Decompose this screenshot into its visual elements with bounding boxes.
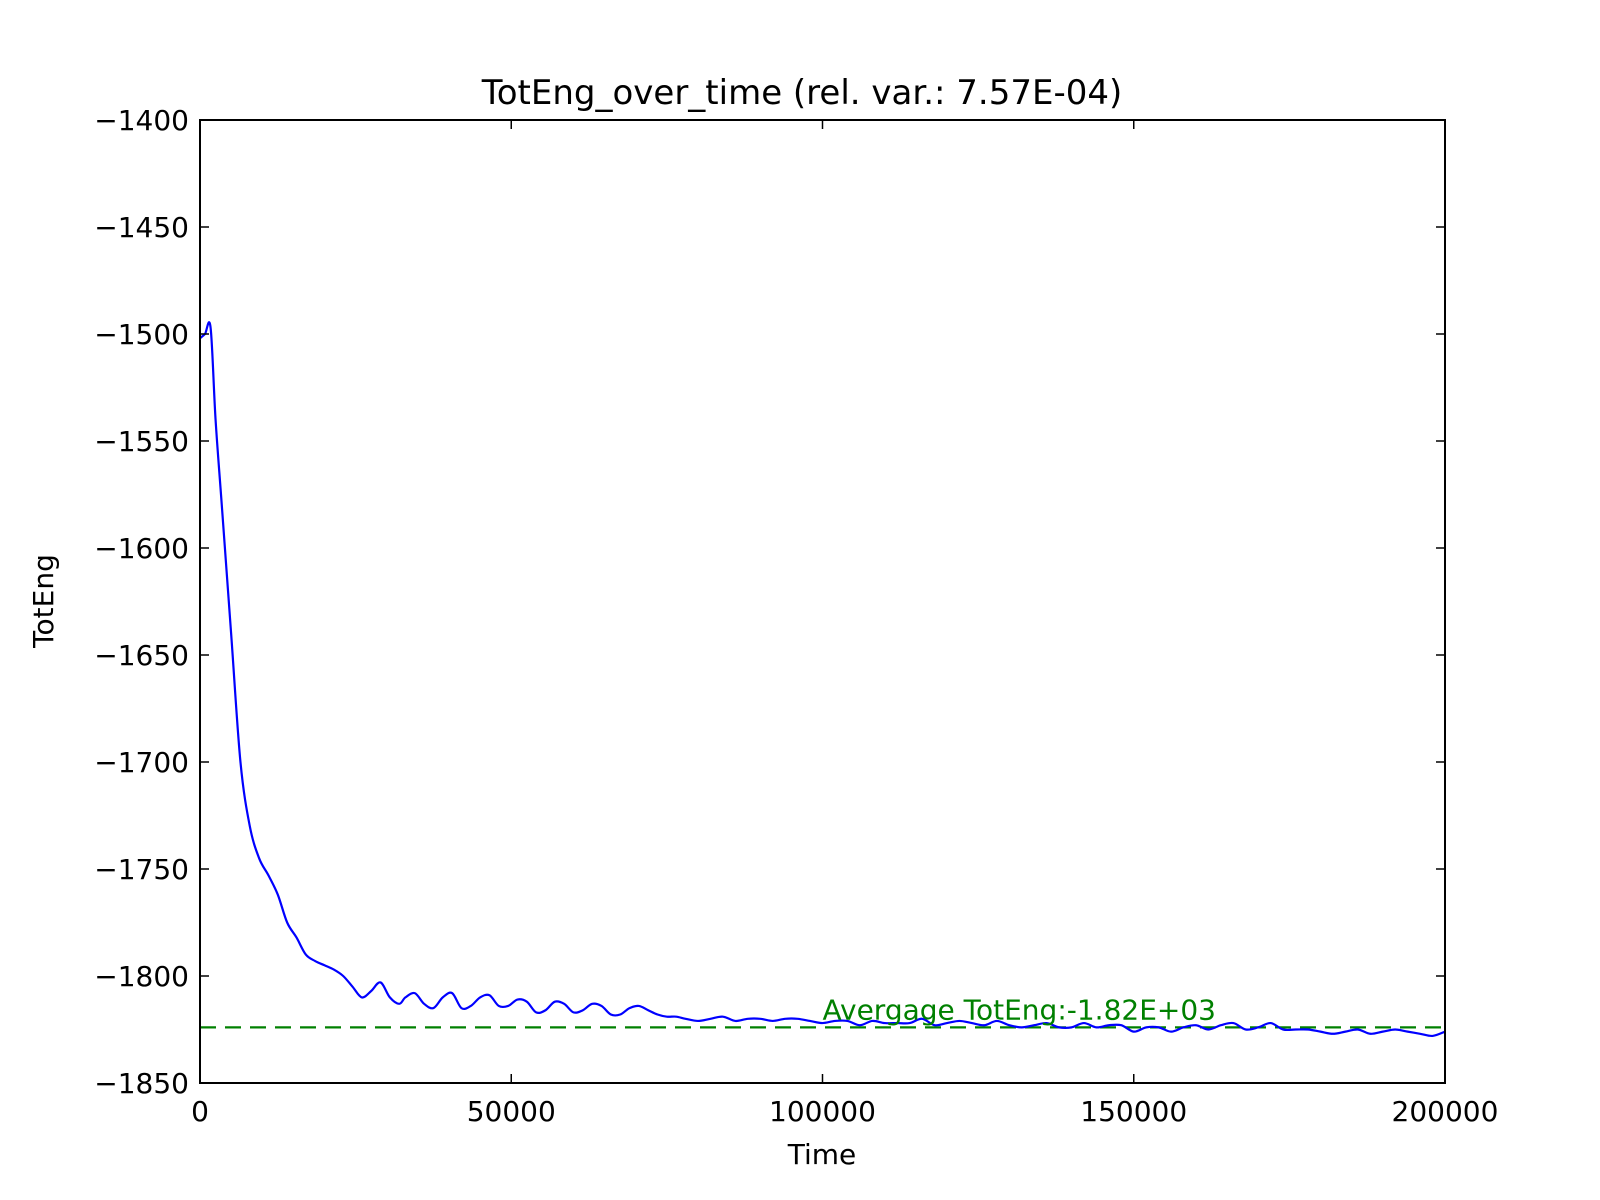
y-tick-label: −1400 — [94, 104, 189, 137]
y-tick-label: −1550 — [94, 425, 189, 458]
toteng-series-line — [200, 321, 1445, 1038]
x-tick-label: 0 — [191, 1095, 209, 1128]
y-tick-label: −1800 — [94, 960, 189, 993]
x-tick-label: 100000 — [769, 1095, 876, 1128]
chart-title: TotEng_over_time (rel. var.: 7.57E-04) — [481, 73, 1123, 113]
y-tick-label: −1450 — [94, 211, 189, 244]
x-tick-label: 50000 — [467, 1095, 556, 1128]
y-tick-label: −1650 — [94, 639, 189, 672]
x-tick-label: 200000 — [1392, 1095, 1499, 1128]
y-tick-label: −1500 — [94, 318, 189, 351]
y-tick-label: −1700 — [94, 746, 189, 779]
y-tick-label: −1850 — [94, 1067, 189, 1100]
x-axis-label: Time — [787, 1138, 857, 1171]
y-axis-label: TotEng — [27, 554, 60, 649]
y-tick-label: −1600 — [94, 532, 189, 565]
plot-frame — [199, 119, 1446, 1084]
y-tick-label: −1750 — [94, 853, 189, 886]
x-tick-label: 150000 — [1080, 1095, 1187, 1128]
average-annotation: Avergage TotEng:-1.82E+03 — [823, 993, 1217, 1026]
